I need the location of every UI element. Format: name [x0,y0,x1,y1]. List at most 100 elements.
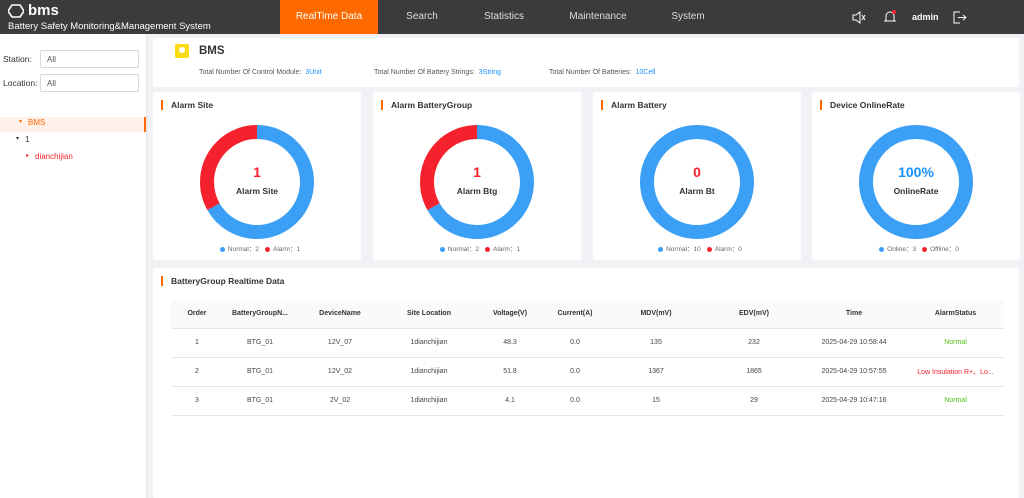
user-name[interactable]: admin [912,12,939,22]
table-cell: 2025-04-29 10:47:16 [801,386,907,416]
logout-icon[interactable] [953,11,967,24]
legend-name: Online： [887,246,913,253]
center-value: 1 [473,164,481,180]
logo-icon [8,4,24,18]
table-row: 3 BTG_01 2V_02 1dianchijian 4.1 0.0 15 29 2025-0… [171,386,1004,416]
table-title: BatteryGroup Realtime Data [161,276,284,286]
table-cell: 0.0 [545,386,605,416]
card-title: Alarm BatteryGroup [381,100,472,110]
legend-name: Alarm： [714,246,739,253]
nav-item[interactable]: Statistics [483,11,524,22]
nav-item[interactable]: RealTime Data [280,0,378,34]
center-value: 0 [693,164,701,180]
data-table: Order BatteryGroupN... DeviceName Site Loca… [171,300,1004,416]
legend-dot [706,246,712,252]
donut-segment [859,125,973,239]
column-header: Site Location [383,300,475,329]
tree-node[interactable]: BMS [28,118,46,127]
summary-icon [175,44,189,58]
table-cell: 51.8 [475,357,545,387]
summary-title: BMS [199,45,225,57]
table-cell: 1dianchijian [383,386,475,416]
bell-icon[interactable] [883,9,897,24]
nav-item[interactable]: System [671,11,705,22]
donut-card: Alarm Site 1 Alarm Site Normal：2 Alarm：1 [153,92,361,260]
table-row: 1 BTG_01 12V_07 1dianchijian 48.3 0.0 135 232 20… [171,328,1004,358]
logo: bms [28,2,59,19]
table-cell: Normal [907,328,1004,358]
legend: Normal：10 Alarm：0 [593,243,801,253]
legend-name: Offline： [930,246,956,253]
center-label: Alarm Site [236,186,278,196]
tree-node[interactable]: dianchijian [35,152,73,161]
donut-card: Alarm Battery 0 Alarm Bt Normal：10 Alarm：0 [593,92,801,260]
legend-value: 2 [255,246,259,253]
summary-item: Total Number Of Batteries: 10Cell [549,69,655,76]
table-cell: BTG_01 [223,386,297,416]
legend-dot [219,246,225,252]
center-value: 1 [253,164,261,180]
summary-value: 3String [478,69,501,76]
tree-arrow: ▾ [19,119,23,125]
tree-arrow: ▾ [16,136,20,142]
table-cell: 1dianchijian [383,357,475,387]
table-cell: 0.0 [545,328,605,358]
legend: Online：3 Offline：0 [812,243,1020,253]
donut-segment [200,125,314,239]
table-cell: 12V_07 [297,328,383,358]
legend-name: Alarm： [272,246,297,253]
card-title: Device OnlineRate [820,100,905,110]
table-cell: BTG_01 [223,357,297,387]
legend-value: 1 [296,246,301,253]
table-cell: BTG_01 [223,328,297,358]
table-cell: 15 [605,386,707,416]
donut-segment [420,125,534,239]
table-cell: 12V_02 [297,357,383,387]
column-header: MDV(mV) [605,300,707,329]
column-header: EDV(mV) [707,300,801,329]
filter-label: Station: [3,54,32,64]
legend-value: 2 [475,246,479,253]
table-cell: 232 [707,328,801,358]
legend-name: Normal： [227,246,256,253]
card-title: Alarm Site [161,100,213,110]
legend-dot [658,246,664,252]
legend-dot [922,246,928,252]
table-cell: 2025-04-29 10:57:55 [801,357,907,387]
filter-select[interactable]: All [40,74,139,92]
donut-segment [640,125,754,239]
table-cell: 2V_02 [297,386,383,416]
column-header: AlarmStatus [907,300,1004,329]
summary-card: BMS Total Number Of Control Module: 3Unit… [153,38,1019,87]
subtitle: Battery Safety Monitoring&Management Sys… [8,21,211,32]
table-cell: 2 [171,357,223,387]
legend-value: 10 [693,246,701,253]
legend-value: 0 [955,246,959,253]
table-card: BatteryGroup Realtime Data Order BatteryG… [153,268,1019,498]
center-label: OnlineRate [894,186,939,196]
filter-select[interactable]: All [40,50,139,68]
header: bms Battery Safety Monitoring&Management… [0,0,1024,34]
filter-label: Location: [3,78,38,88]
table-cell: 3 [171,386,223,416]
column-header: Current(A) [545,300,605,329]
donut: 0 Alarm Bt [640,125,754,239]
nav-item[interactable]: Search [406,11,438,22]
center-label: Alarm Bt [679,186,715,196]
legend-name: Normal： [666,246,694,253]
summary-label: Total Number Of Control Module: [199,69,302,76]
tree-highlight [0,117,146,132]
legend-dot [264,246,270,252]
table-row: 2 BTG_01 12V_02 1dianchijian 51.8 0.0 1367 1865… [171,357,1004,387]
table-cell: 4.1 [475,386,545,416]
donut: 1 Alarm Btg [420,125,534,239]
column-header: BatteryGroupN... [223,300,297,329]
tree-node[interactable]: 1 [25,135,30,144]
mute-icon[interactable] [852,11,866,24]
table-cell: 1dianchijian [383,328,475,358]
summary-value: 10Cell [635,69,656,76]
nav-item[interactable]: Maintenance [569,11,627,22]
legend-value: 0 [738,246,742,253]
card-title: Alarm Battery [601,100,667,110]
